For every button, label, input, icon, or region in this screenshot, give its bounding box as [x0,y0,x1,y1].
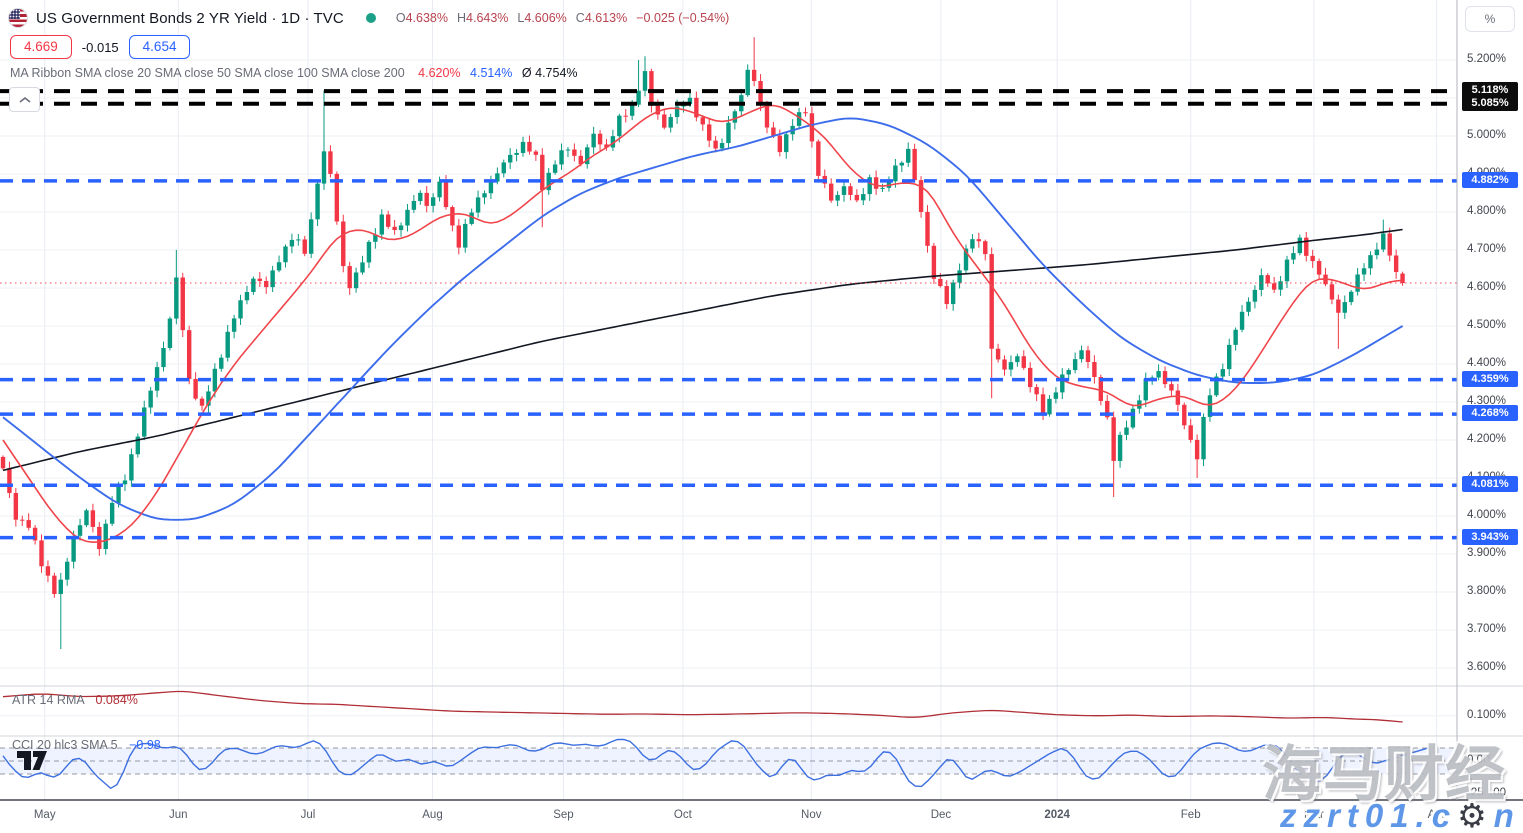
spread-value: -0.015 [81,39,119,55]
cci-value: −0.98 [129,738,161,752]
time-axis-label: Sep [553,809,574,821]
buy-price-button[interactable]: 4.654 [128,35,191,59]
symbol-title[interactable]: US Government Bonds 2 YR Yield · 1D · TV… [36,9,344,27]
price-tick: 5.200% [1467,53,1507,65]
price-tick: 4.000% [1467,509,1507,521]
us-flag-icon [8,8,28,28]
tradingview-logo-icon [17,751,47,770]
price-tick: 5.000% [1467,129,1507,141]
level-badge: 3.943% [1462,528,1518,545]
time-axis-label: Jul [300,809,316,821]
chevron-up-icon [19,96,30,103]
level-badge: 5.118% [1462,82,1518,99]
level-badge: 4.359% [1462,370,1518,387]
price-tick: 4.800% [1467,205,1507,217]
cci-label: CCI 20 hlc3 SMA 5 [12,738,118,752]
time-axis-label: Feb [1180,809,1201,821]
atr-label: ATR 14 RMA [12,693,85,707]
price-tick: 4.200% [1467,433,1507,445]
time-axis[interactable]: May Jun Jul Aug Sep Oct Nov Dec 2024 Feb Mar Apr [0,800,1523,833]
collapse-legend-button[interactable] [9,87,40,112]
price-tick: 4.700% [1467,243,1507,255]
time-axis-label: Oct [673,809,692,821]
ma-red-value: 4.620% [418,66,461,80]
price-tick: 4.500% [1467,319,1507,331]
time-axis-label: Mar [1304,809,1324,821]
price-tick: 4.600% [1467,281,1507,293]
atr-line [2,690,1403,723]
level-badge: 4.882% [1462,171,1518,188]
sma_black [2,228,1403,472]
time-axis-label: Jun [168,809,188,821]
time-axis-label: 2024 [1044,809,1070,821]
change-value: −0.025 (−0.54%) [636,11,730,25]
time-axis-label: May [33,809,56,821]
level-badge: 4.081% [1462,476,1518,493]
sma_blue [2,117,1404,521]
price-tick: 3.600% [1467,661,1507,673]
price-tick: 4.400% [1467,357,1507,369]
tradingview-logo[interactable] [17,751,49,776]
time-axis-label: Nov [801,809,822,821]
price-axis[interactable]: % 5.200%5.000%4.900%4.800%4.700%4.600%4.… [1457,0,1523,800]
symbol-legend: US Government Bonds 2 YR Yield · 1D · TV… [8,8,729,28]
ma-blue-value: 4.514% [470,66,513,80]
cci-tick: -250.00 [1467,786,1507,799]
price-tick: 3.900% [1467,547,1507,559]
axis-unit-button[interactable]: % [1465,6,1515,32]
sma_red [2,104,1403,544]
level-badge: 4.268% [1462,405,1518,422]
sell-price-button[interactable]: 4.669 [10,35,72,59]
atr-value: 0.084% [95,693,138,707]
ma-avg-value: Ø 4.754% [521,66,578,80]
time-axis-label: Dec [930,809,952,821]
time-axis-label: Aug [422,809,443,821]
price-tick: 3.700% [1467,623,1507,635]
price-tick: 3.800% [1467,585,1507,597]
time-axis-label: Apr [1427,809,1446,821]
price-tick: 4.300% [1467,395,1507,407]
trade-buttons: 4.669 -0.015 4.654 [10,35,191,59]
ma-ribbon-legend[interactable]: MA Ribbon SMA close 20 SMA close 50 SMA … [10,66,578,80]
ohlc-values: O4.638% H4.643% L4.606% C4.613% −0.025 (… [395,11,730,25]
cci-tick: 0.00 [1467,754,1490,766]
cci-line [2,738,1429,790]
ma-ribbon-params: MA Ribbon SMA close 20 SMA close 50 SMA … [10,66,405,80]
cci-legend[interactable]: CCI 20 hlc3 SMA 5 −0.98 [12,738,161,752]
candlesticks [0,37,1405,649]
atr-legend[interactable]: ATR 14 RMA 0.084% [12,693,138,707]
level-badge: 5.085% [1462,94,1518,111]
market-status-icon [365,13,376,23]
atr-tick: 0.100% [1467,708,1507,721]
